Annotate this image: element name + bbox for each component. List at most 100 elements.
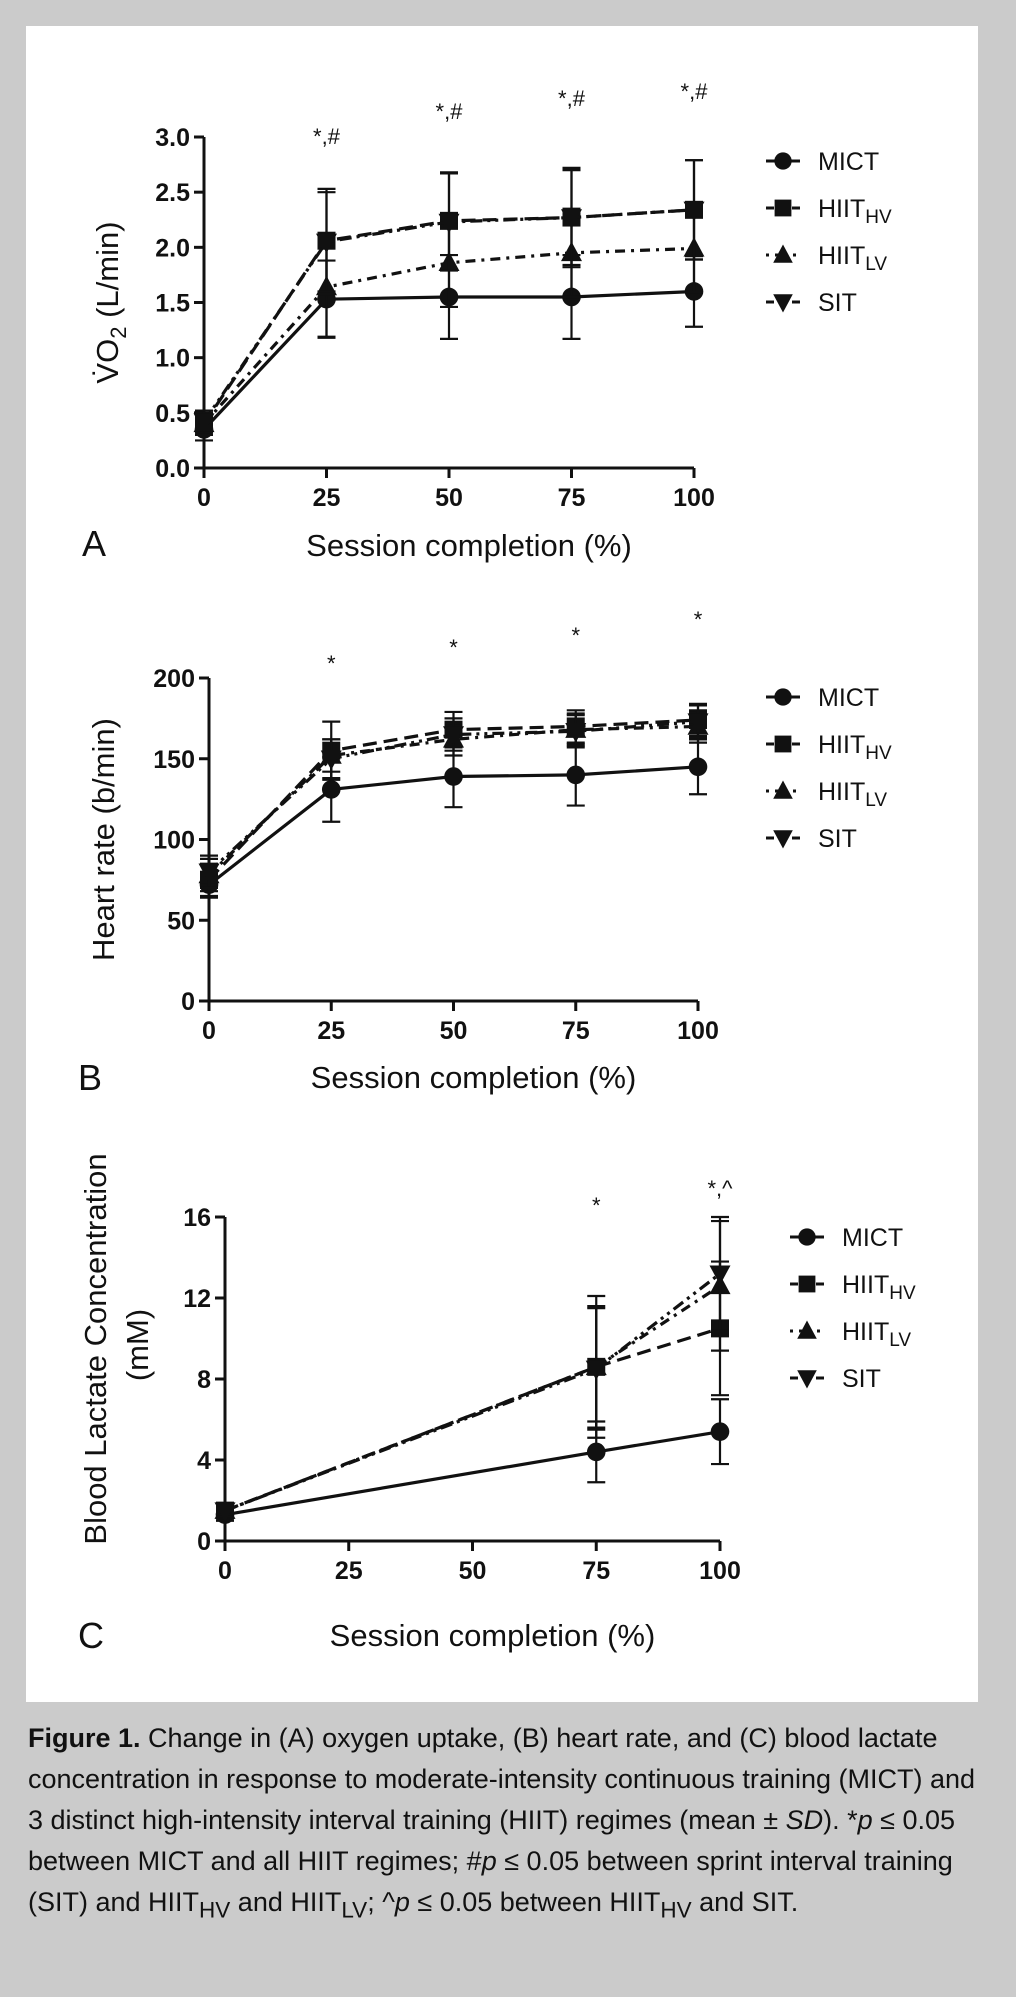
significance-label: *,#	[313, 124, 341, 149]
y-tick-label: 0	[181, 988, 195, 1016]
y-axis-label: Blood Lactate Concentration	[78, 1153, 113, 1544]
x-tick-label: 100	[677, 1017, 719, 1045]
data-point	[586, 1442, 606, 1462]
panel-letter: C	[78, 1615, 104, 1656]
legend-label: HIITLV	[818, 778, 887, 811]
data-point	[709, 1265, 731, 1285]
x-tick-label: 100	[699, 1557, 741, 1585]
x-axis-label: Session completion (%)	[330, 1618, 656, 1653]
x-tick-label: 75	[582, 1557, 610, 1585]
y-tick-label: 3.0	[155, 124, 190, 152]
figure-caption: Figure 1. Change in (A) oxygen uptake, (…	[28, 1718, 988, 1930]
caption-p: p	[857, 1805, 873, 1835]
data-point	[438, 213, 460, 234]
figure-svg: 0.0 0.5 1.0 1.5 2.0 2.5 3.0 0 25 50 75 100 Session c…	[78, 79, 916, 1656]
data-point	[214, 1502, 236, 1522]
significance-label: *,#	[681, 79, 709, 104]
x-tick-label: 75	[562, 1017, 590, 1045]
series-sit	[198, 704, 709, 890]
x-tick-label: 100	[673, 484, 715, 512]
legend-label: MICT	[818, 684, 879, 712]
caption-text: ; ^	[367, 1887, 395, 1917]
caption-text: ). *	[823, 1805, 858, 1835]
y-tick-label: 4	[197, 1447, 211, 1475]
series-mict	[215, 1398, 730, 1524]
legend: MICT HIITHV HIITLV SIT	[766, 684, 892, 853]
y-tick-label: 100	[153, 827, 195, 855]
significance-label: *,^	[708, 1176, 734, 1201]
data-point	[773, 244, 793, 263]
x-tick-label: 50	[440, 1017, 468, 1045]
significance-label: *	[571, 623, 580, 648]
significance-label: *	[449, 635, 458, 660]
significance-label: *	[694, 607, 703, 632]
panel-letter: B	[78, 1057, 102, 1098]
y-tick-label: 50	[167, 907, 195, 935]
x-tick-label: 25	[313, 484, 341, 512]
caption-text: and HIIT	[230, 1887, 342, 1917]
data-point	[321, 780, 341, 799]
data-point	[687, 713, 709, 733]
x-tick-label: 25	[317, 1017, 345, 1045]
data-point	[565, 723, 587, 743]
caption-text: and SIT.	[691, 1887, 799, 1917]
caption-p: p	[394, 1887, 410, 1917]
legend: MICT HIITHV HIITLV SIT	[766, 148, 892, 317]
data-point	[797, 1370, 817, 1389]
legend-label: HIITHV	[818, 731, 892, 764]
legend-label: HIITLV	[842, 1318, 911, 1351]
x-tick-label: 75	[558, 484, 586, 512]
caption-p: p	[481, 1846, 497, 1876]
x-tick-label: 0	[202, 1017, 216, 1045]
legend-label: SIT	[818, 289, 857, 317]
caption-title: Figure 1.	[28, 1723, 141, 1753]
chart-panel-a: 0.0 0.5 1.0 1.5 2.0 2.5 3.0 0 25 50 75 100 Session c…	[82, 79, 892, 564]
legend-label: SIT	[842, 1365, 881, 1393]
significance-label: *,#	[558, 86, 586, 111]
chart-panel-c: 0 4 8 12 16 0 25 50 75 100 Session completion (%) C…	[78, 1153, 916, 1656]
data-point	[774, 199, 792, 217]
data-point	[798, 1228, 816, 1246]
x-tick-label: 50	[435, 484, 463, 512]
data-point	[773, 780, 793, 799]
y-tick-label: 2.5	[155, 179, 190, 207]
data-point	[320, 750, 342, 770]
data-point	[773, 294, 793, 313]
caption-sd: SD	[785, 1805, 824, 1835]
x-tick-label: 0	[197, 484, 211, 512]
data-point	[774, 735, 792, 753]
legend-label: HIITHV	[818, 195, 892, 228]
y-tick-label: 8	[197, 1366, 211, 1394]
caption-sub: HV	[660, 1897, 692, 1923]
chart-panel-b: 0 50 100 150 200 0 25 50 75 100 Session completion…	[78, 607, 892, 1098]
y-tick-label: 0	[197, 1528, 211, 1556]
data-point	[683, 201, 705, 222]
data-point	[444, 767, 463, 786]
caption-sub: HV	[199, 1897, 231, 1923]
data-point	[710, 1422, 730, 1441]
y-tick-label: 0.0	[155, 455, 190, 483]
caption-text: ≤ 0.05 between MICT and all HIIT regimes…	[28, 1805, 956, 1876]
panel-letter: A	[82, 523, 106, 564]
y-axis-label: V̇O2 (L/min)	[90, 221, 131, 383]
y-axis-unit-label: (mM)	[120, 1309, 155, 1381]
caption-text: ≤ 0.05 between HIIT	[409, 1887, 661, 1917]
series-hiithv	[216, 1260, 729, 1520]
series-line	[224, 1284, 721, 1513]
caption-text: Change in (A) oxygen uptake, (B) heart r…	[28, 1723, 975, 1835]
series-sit	[214, 1215, 731, 1522]
series-line	[224, 1430, 721, 1517]
x-axis-label: Session completion (%)	[311, 1060, 637, 1095]
data-point	[798, 1275, 816, 1293]
significance-label: *	[327, 651, 336, 676]
significance-label: *	[592, 1193, 601, 1218]
caption-text: ≤ 0.05 between sprint interval training …	[28, 1846, 953, 1917]
series-mict	[199, 738, 708, 899]
y-tick-label: 200	[153, 665, 195, 693]
data-point	[193, 413, 215, 433]
y-axis-label: Heart rate (b/min)	[86, 718, 121, 961]
data-point	[688, 757, 708, 777]
data-point	[585, 1360, 607, 1381]
legend-label: SIT	[818, 825, 857, 853]
legend-label: MICT	[818, 148, 879, 176]
